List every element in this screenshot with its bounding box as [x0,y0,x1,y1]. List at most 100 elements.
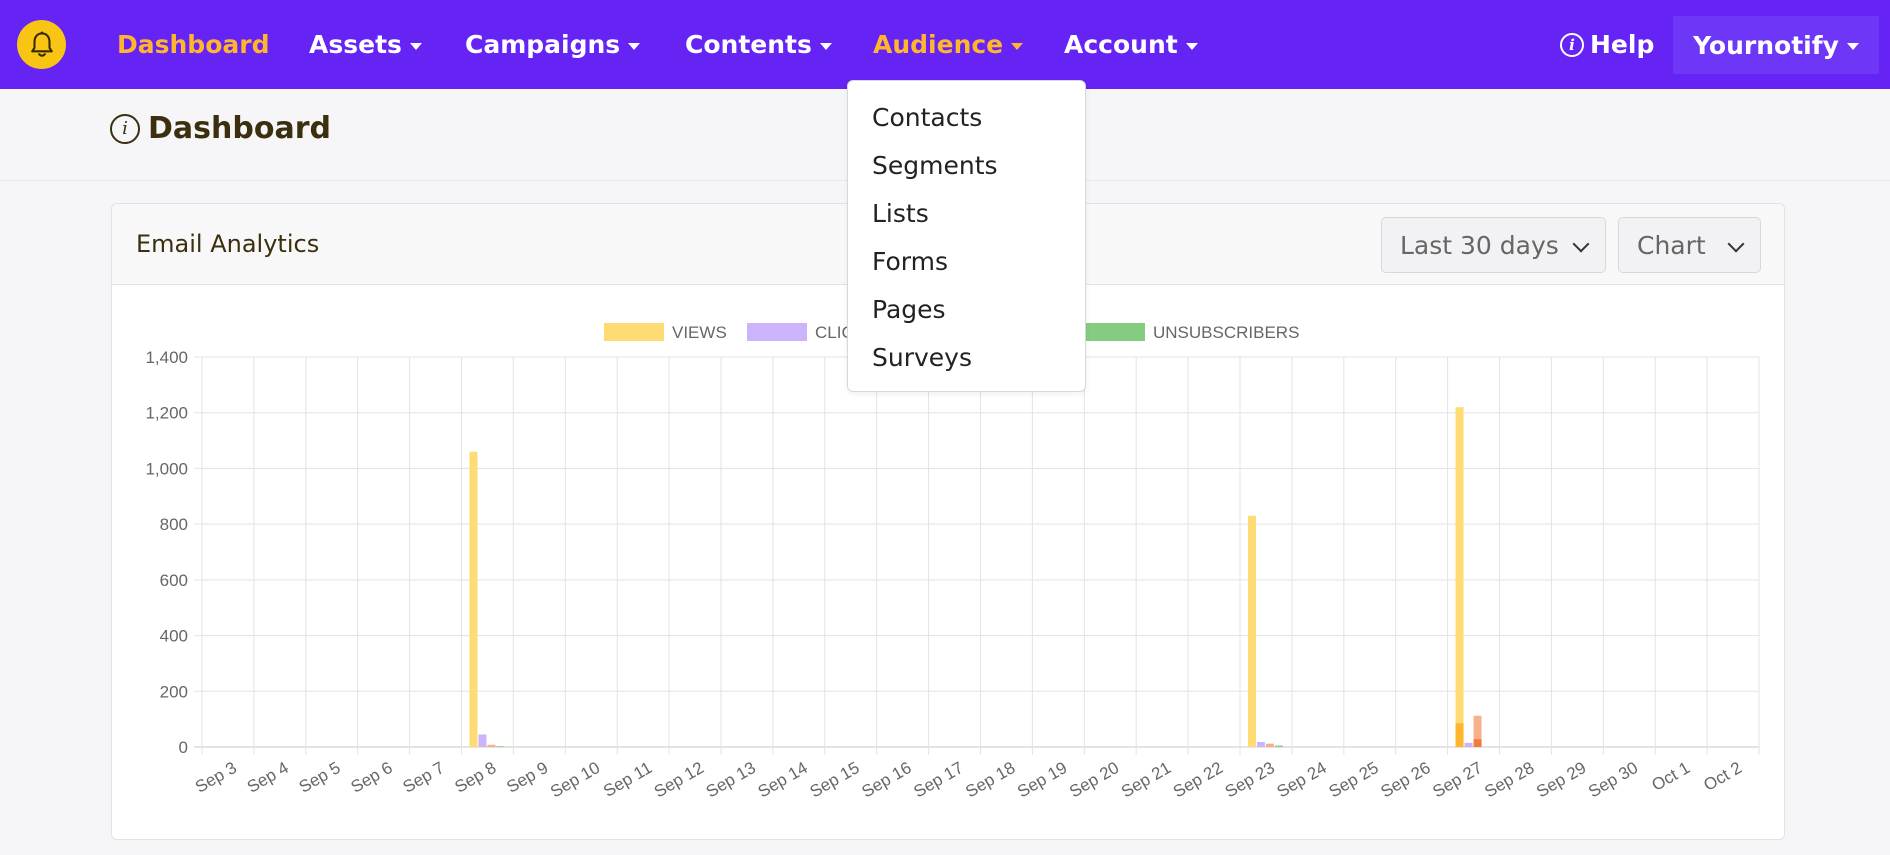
x-tick-label: Sep 12 [651,758,707,801]
nav-help[interactable]: i Help [1560,0,1654,89]
bar-bounces [1473,715,1482,747]
card-title: Email Analytics [136,230,320,258]
nav-contents-label: Contents [685,30,812,59]
nav-campaigns[interactable]: Campaigns [465,0,641,89]
y-tick-label: 400 [160,627,188,646]
view-select-value: Chart [1637,230,1706,260]
nav-account[interactable]: Account [1064,0,1198,89]
legend-label: VIEWS [672,323,727,342]
caret-down-icon [1846,43,1859,50]
bar-clicks [478,734,487,747]
chart-bars [469,407,1482,747]
x-tick-label: Sep 27 [1429,758,1485,801]
x-tick-label: Sep 24 [1274,758,1330,801]
y-tick-label: 800 [160,515,188,534]
nav-contents[interactable]: Contents [685,0,832,89]
y-tick-label: 600 [160,571,188,590]
bar-bounces [487,744,496,747]
chart-legend: VIEWS CLIC UNSUBSCRIBERS [604,323,1299,342]
x-tick-label: Sep 21 [1118,758,1174,801]
x-tick-label: Oct 1 [1648,758,1693,795]
x-tick-label: Sep 29 [1533,758,1589,801]
page-title: i Dashboard [110,111,331,146]
chevron-down-icon [1572,235,1590,253]
nav-assets[interactable]: Assets [309,0,422,89]
y-tick-label: 1,200 [145,404,188,423]
x-tick-label: Sep 28 [1481,758,1537,801]
bar-overlay [1455,723,1464,747]
y-axis-ticks: 0 200 400 600 800 1,000 1,200 1,400 [145,348,188,757]
legend-swatch [604,323,664,341]
nav-account-label: Account [1064,30,1178,59]
menu-item-surveys[interactable]: Surveys [872,342,972,372]
x-tick-label: Sep 14 [755,758,811,801]
info-icon: i [110,113,140,144]
caret-down-icon [1011,42,1024,50]
x-tick-label: Sep 26 [1377,758,1433,801]
menu-item-contacts[interactable]: Contacts [872,102,983,132]
period-select-value: Last 30 days [1400,230,1559,260]
menu-item-pages[interactable]: Pages [872,294,946,324]
x-tick-label: Sep 8 [451,758,499,797]
chart-grid [194,356,1760,755]
x-tick-label: Sep 15 [807,758,863,801]
caret-down-icon [1185,42,1198,50]
info-icon: i [1560,32,1584,57]
nav-audience-label: Audience [873,30,1004,59]
audience-dropdown-menu: Contacts Segments Lists Forms Pages Surv… [847,80,1086,392]
x-tick-label: Sep 18 [962,758,1018,801]
bell-icon [30,31,53,57]
menu-item-segments[interactable]: Segments [872,150,998,180]
legend-swatch [1085,323,1145,341]
y-tick-label: 0 [179,738,188,757]
x-tick-label: Sep 9 [503,758,551,797]
x-tick-label: Sep 22 [1170,758,1226,801]
x-tick-label: Sep 20 [1066,758,1122,801]
menu-item-lists[interactable]: Lists [872,198,929,228]
bar-bounces [1265,743,1274,747]
caret-down-icon [628,42,641,50]
legend-label: CLIC [815,323,854,342]
x-tick-label: Sep 6 [348,758,396,797]
chevron-down-icon [1727,235,1745,253]
x-tick-label: Sep 4 [244,758,292,797]
x-axis-ticks: Sep 3 Sep 4 Sep 5 Sep 6 Sep 7 Sep 8 Sep 9 Sep 1… [192,758,1745,801]
y-tick-label: 1,400 [145,348,188,367]
x-tick-label: Sep 17 [910,758,966,801]
nav-assets-label: Assets [309,30,402,59]
x-tick-label: Sep 23 [1222,758,1278,801]
x-tick-label: Sep 5 [296,758,344,797]
x-tick-label: Sep 30 [1585,758,1641,801]
x-tick-label: Oct 2 [1700,758,1745,795]
bar-clicks [1464,742,1473,747]
y-tick-label: 1,000 [145,459,188,478]
bar-unsubscribers [1274,745,1283,747]
x-tick-label: Sep 13 [703,758,759,801]
page-title-text: Dashboard [148,111,331,146]
x-tick-label: Sep 7 [400,758,448,797]
email-analytics-chart: VIEWS CLIC UNSUBSCRIBERS 0 200 400 600 800 1,00… [145,323,1760,801]
logo[interactable] [17,20,66,69]
nav-dashboard[interactable]: Dashboard [117,0,269,89]
nav-dashboard-label: Dashboard [117,30,270,59]
caret-down-icon [409,42,422,50]
view-select[interactable]: Chart [1618,217,1761,273]
top-navbar: Dashboard Assets Campaigns Contents Audi… [0,0,1890,89]
x-tick-label: Sep 25 [1326,758,1382,801]
legend-swatch [747,323,807,341]
nav-user-account[interactable]: Yournotify [1673,16,1879,74]
x-tick-label: Sep 16 [858,758,914,801]
nav-help-label: Help [1590,30,1655,59]
period-select[interactable]: Last 30 days [1381,217,1606,273]
nav-user-account-label: Yournotify [1693,30,1839,60]
bar-unsubscribers [496,746,505,747]
bar-clicks [1256,741,1265,747]
nav-audience[interactable]: Audience [873,0,1024,89]
nav-campaigns-label: Campaigns [465,30,621,59]
bar-overlay [1473,739,1482,747]
bar-views [469,451,478,747]
y-tick-label: 200 [160,682,188,701]
x-tick-label: Sep 19 [1014,758,1070,801]
menu-item-forms[interactable]: Forms [872,246,949,276]
x-tick-label: Sep 3 [192,758,240,797]
